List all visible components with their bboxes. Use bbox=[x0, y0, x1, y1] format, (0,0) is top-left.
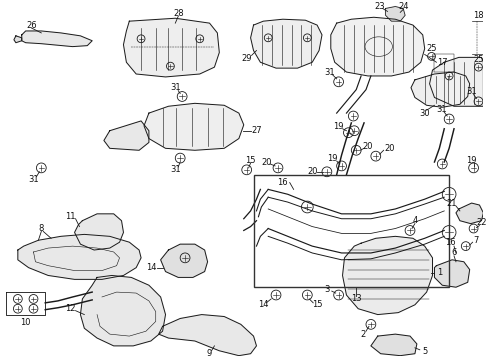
Polygon shape bbox=[74, 214, 123, 250]
Text: 14: 14 bbox=[146, 263, 156, 272]
Text: 14: 14 bbox=[258, 300, 269, 309]
Text: 26: 26 bbox=[26, 21, 37, 30]
Text: 15: 15 bbox=[312, 300, 322, 309]
Text: 20: 20 bbox=[261, 158, 271, 167]
Text: 10: 10 bbox=[21, 318, 31, 327]
Polygon shape bbox=[430, 57, 483, 106]
Text: 16: 16 bbox=[277, 178, 288, 187]
Text: 2: 2 bbox=[361, 330, 366, 339]
Polygon shape bbox=[331, 17, 425, 76]
Text: 13: 13 bbox=[351, 294, 362, 303]
Polygon shape bbox=[159, 315, 256, 356]
Text: 7: 7 bbox=[473, 236, 478, 245]
Text: 9: 9 bbox=[207, 349, 212, 358]
Text: 25: 25 bbox=[426, 44, 437, 53]
Polygon shape bbox=[343, 236, 433, 315]
Polygon shape bbox=[14, 36, 22, 43]
Text: 24: 24 bbox=[398, 2, 409, 11]
Text: 27: 27 bbox=[251, 126, 262, 135]
Text: 31: 31 bbox=[324, 68, 335, 77]
Polygon shape bbox=[104, 121, 149, 150]
Text: 20: 20 bbox=[363, 142, 373, 151]
Polygon shape bbox=[386, 6, 405, 21]
Polygon shape bbox=[411, 72, 470, 107]
Polygon shape bbox=[161, 244, 208, 278]
Polygon shape bbox=[123, 18, 220, 77]
Polygon shape bbox=[250, 19, 322, 68]
Text: 8: 8 bbox=[39, 224, 44, 233]
Text: 19: 19 bbox=[327, 154, 338, 163]
Text: 22: 22 bbox=[476, 218, 487, 227]
Text: 18: 18 bbox=[473, 11, 484, 20]
Text: 28: 28 bbox=[173, 9, 184, 18]
Text: 20: 20 bbox=[307, 167, 318, 176]
Text: 1: 1 bbox=[437, 268, 442, 277]
Text: 20: 20 bbox=[384, 144, 395, 153]
Polygon shape bbox=[18, 234, 141, 279]
Polygon shape bbox=[80, 275, 166, 346]
Bar bbox=[253, 175, 449, 287]
Polygon shape bbox=[456, 203, 483, 224]
Text: 31: 31 bbox=[28, 175, 39, 184]
Text: 31: 31 bbox=[466, 87, 477, 96]
Polygon shape bbox=[435, 260, 470, 287]
Polygon shape bbox=[144, 103, 244, 150]
Text: 31: 31 bbox=[170, 83, 181, 92]
Text: 5: 5 bbox=[422, 347, 427, 356]
Text: 12: 12 bbox=[65, 304, 76, 313]
Text: 31: 31 bbox=[170, 165, 181, 174]
Text: 31: 31 bbox=[436, 105, 446, 114]
Text: 11: 11 bbox=[65, 212, 76, 221]
Text: 23: 23 bbox=[374, 2, 385, 11]
Text: 29: 29 bbox=[242, 54, 252, 63]
Text: 19: 19 bbox=[466, 156, 477, 165]
Text: 16: 16 bbox=[445, 238, 455, 247]
Text: 19: 19 bbox=[333, 122, 344, 131]
Text: 30: 30 bbox=[419, 109, 430, 118]
Text: 21: 21 bbox=[447, 199, 457, 208]
Text: 6: 6 bbox=[451, 248, 457, 257]
Text: 3: 3 bbox=[324, 285, 330, 294]
Text: 17: 17 bbox=[437, 58, 447, 67]
Text: 15: 15 bbox=[245, 156, 256, 165]
Polygon shape bbox=[22, 31, 92, 46]
Text: 25: 25 bbox=[473, 55, 484, 64]
Text: 4: 4 bbox=[412, 216, 417, 225]
Polygon shape bbox=[371, 334, 417, 356]
